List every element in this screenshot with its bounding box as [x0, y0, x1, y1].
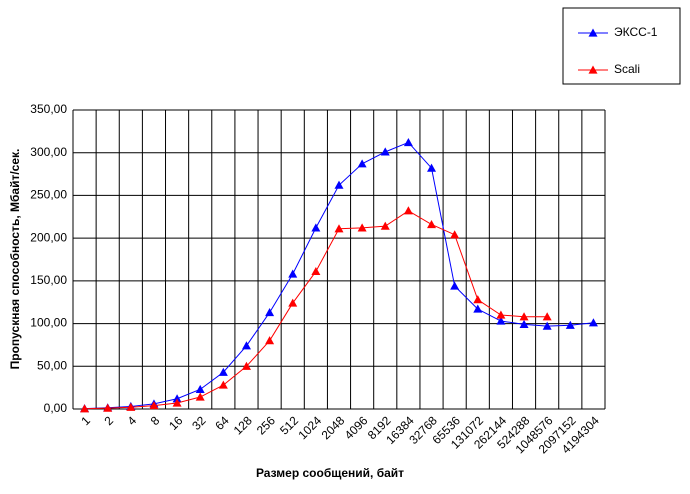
marker: [496, 316, 506, 325]
marker: [519, 319, 529, 329]
marker: [427, 163, 437, 172]
x-tick-label: 2: [101, 413, 116, 428]
marker: [380, 147, 390, 156]
y-tick-label: 200,00: [30, 230, 67, 244]
y-tick-label: 250,00: [30, 188, 67, 202]
marker: [588, 318, 598, 327]
marker: [126, 402, 136, 411]
marker: [241, 341, 251, 350]
x-tick-label: 128: [231, 413, 255, 437]
marker: [288, 298, 298, 307]
y-axis-title: Пропускная способность, Мбайт/сек.: [8, 149, 22, 370]
marker: [496, 310, 506, 319]
marker: [311, 223, 321, 232]
marker: [172, 394, 182, 403]
legend-label: Scali: [614, 62, 640, 76]
marker: [519, 312, 529, 321]
marker: [103, 403, 113, 412]
marker: [265, 307, 275, 317]
marker: [218, 380, 228, 389]
marker: [334, 224, 344, 233]
marker: [542, 321, 552, 330]
marker: [542, 312, 552, 321]
y-tick-label: 0,00: [44, 401, 68, 415]
legend-marker: [588, 65, 598, 74]
marker: [380, 221, 390, 230]
y-tick-label: 300,00: [30, 145, 67, 159]
y-tick-label: 350,00: [30, 102, 67, 116]
x-tick-label: 4096: [342, 413, 371, 442]
x-tick-label: 32: [189, 413, 209, 433]
marker: [427, 219, 437, 229]
x-tick-label: 16: [166, 413, 186, 433]
marker: [265, 336, 275, 345]
legend-label: ЭКСС-1: [614, 25, 658, 39]
x-tick-label: 8: [148, 413, 163, 428]
y-tick-label: 100,00: [30, 316, 67, 330]
marker: [403, 137, 413, 147]
marker: [357, 223, 367, 232]
marker: [403, 206, 413, 215]
marker: [334, 180, 344, 189]
marker: [80, 404, 90, 413]
marker: [218, 367, 228, 376]
x-tick-label: 4: [125, 413, 140, 428]
marker: [195, 384, 205, 393]
marker: [195, 392, 205, 401]
x-tick-label: 1: [78, 413, 93, 428]
x-tick-label: 64: [212, 413, 232, 433]
marker: [149, 401, 159, 410]
marker: [357, 159, 367, 168]
marker: [473, 295, 483, 304]
y-tick-label: 50,00: [37, 358, 67, 372]
x-tick-label: 256: [254, 413, 278, 437]
marker: [172, 398, 182, 407]
marker: [450, 281, 460, 290]
marker: [565, 320, 575, 329]
x-tick-label: 2048: [319, 413, 348, 442]
marker: [241, 361, 251, 370]
x-tick-label: 1024: [295, 413, 324, 442]
legend-box: [562, 7, 681, 85]
x-axis-title: Размер сообщений, байт: [256, 466, 404, 480]
marker: [450, 230, 460, 239]
marker: [473, 304, 483, 313]
marker: [288, 269, 298, 278]
legend-marker: [588, 28, 598, 37]
marker: [311, 266, 321, 276]
y-tick-label: 150,00: [30, 273, 67, 287]
